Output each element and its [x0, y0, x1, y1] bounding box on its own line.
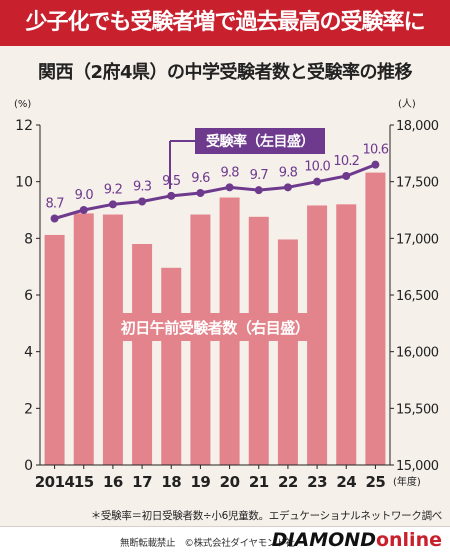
- left-tick-label: 4: [24, 345, 33, 361]
- line-path: [54, 163, 376, 220]
- right-tick-label: 17,000: [396, 232, 439, 247]
- line-point: [79, 206, 88, 214]
- brand-main: DIAMOND: [271, 529, 376, 551]
- line-legend-box: [195, 128, 325, 154]
- line-data-label: 10.6: [363, 143, 389, 158]
- left-tick-label: 6: [24, 288, 33, 304]
- x-tick-label: 21: [249, 473, 269, 491]
- footer-bar: 無断転載禁止 ©株式会社ダイヤモンド社 DIAMONDonline: [0, 526, 450, 554]
- line-point: [138, 197, 147, 206]
- bar-legend-label: 初日午前受験者数（右目盛）: [121, 319, 310, 337]
- axes: 02468101215,00015,50016,00016,50017,0001…: [14, 98, 439, 491]
- bar: [44, 234, 65, 465]
- line-series: [50, 160, 380, 223]
- left-tick-label: 2: [24, 401, 33, 417]
- line-data-label: 9.7: [250, 168, 269, 183]
- line-point: [313, 177, 322, 186]
- line-point: [108, 200, 117, 209]
- bar: [365, 172, 386, 465]
- bar: [277, 239, 298, 465]
- x-tick-label: 25: [365, 473, 385, 491]
- brand-sub: online: [375, 529, 442, 551]
- x-tick-label: 2014: [35, 473, 75, 491]
- line-data-label: 10.2: [333, 154, 359, 169]
- line-data-label: 9.3: [133, 180, 152, 195]
- right-tick-label: 16,000: [396, 346, 439, 361]
- line-data-label: 9.5: [162, 174, 181, 189]
- left-axis-unit: (%): [14, 99, 31, 110]
- bar: [336, 204, 357, 466]
- bar-legend-box: [110, 313, 320, 341]
- line-data-label: 10.0: [304, 160, 330, 175]
- line-data-label: 9.8: [279, 165, 298, 180]
- right-axis-unit: (人): [398, 98, 416, 110]
- left-tick-label: 0: [24, 458, 33, 474]
- line-point: [371, 160, 380, 169]
- left-tick-label: 8: [24, 231, 33, 247]
- brand-logo: DIAMONDonline: [272, 529, 442, 551]
- line-point: [196, 189, 205, 197]
- x-axis-unit: (年度): [393, 475, 421, 488]
- source-note: ＊受験率＝初日受験者数÷小6児童数。エデュケーショナルネットワーク調べ: [90, 510, 443, 522]
- x-tick-label: 23: [307, 473, 327, 491]
- chart-subtitle: 関西（2府4県）の中学受験者数と受験率の推移: [37, 62, 413, 83]
- right-tick-label: 18,000: [396, 119, 439, 134]
- copyright-text: 無断転載禁止 ©株式会社ダイヤモンド社: [120, 538, 295, 549]
- line-point: [283, 183, 292, 192]
- line-point: [167, 191, 176, 200]
- left-tick-label: 10: [15, 175, 33, 191]
- line-data-label: 9.8: [220, 165, 239, 180]
- bar: [73, 213, 94, 465]
- right-tick-label: 15,500: [396, 402, 439, 417]
- line-legend-label: 受験率（左目盛）: [206, 133, 314, 150]
- line-data-label: 9.2: [104, 182, 122, 197]
- left-tick-label: 12: [15, 118, 33, 134]
- x-tick-label: 18: [161, 473, 181, 491]
- bar: [132, 244, 153, 465]
- line-point: [254, 186, 263, 195]
- x-tick-label: 15: [74, 473, 94, 491]
- line-data-label: 9.0: [75, 188, 94, 203]
- x-tick-label: 24: [336, 473, 356, 491]
- right-tick-label: 16,500: [396, 289, 439, 304]
- line-point: [50, 214, 59, 223]
- bar: [161, 267, 182, 465]
- x-tick-label: 20: [220, 473, 240, 491]
- combo-chart: 02468101215,00015,50016,00016,50017,0001…: [14, 98, 439, 491]
- x-tick-label: 22: [278, 473, 298, 491]
- x-tick-label: 19: [190, 473, 210, 491]
- right-tick-label: 17,500: [396, 176, 439, 191]
- line-point: [225, 183, 234, 192]
- right-tick-label: 15,000: [396, 459, 439, 474]
- line-data-label: 9.6: [191, 171, 210, 186]
- line-point: [342, 172, 351, 180]
- x-tick-label: 16: [103, 473, 123, 491]
- chart-labels: 8.7 9.0 9.2 9.3 9.5 9.6 9.8 9.7 9.8 10.0 10.2 10.6 受…: [45, 128, 390, 341]
- headline-banner: 少子化でも受験者増で過去最高の受験率に: [0, 0, 450, 46]
- x-tick-label: 17: [132, 473, 152, 491]
- line-data-label: 8.7: [45, 197, 64, 212]
